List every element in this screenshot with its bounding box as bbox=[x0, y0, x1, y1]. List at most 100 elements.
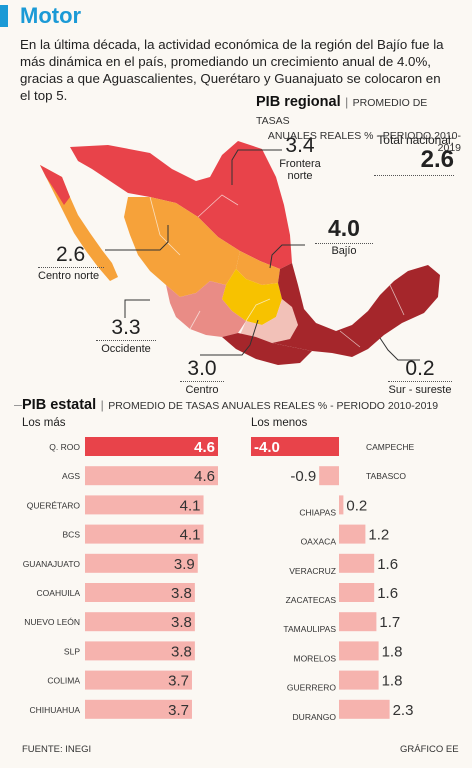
header-accent-bar bbox=[0, 5, 8, 27]
value-label-right-8: 1.8 bbox=[382, 673, 403, 690]
category-label-left-4: GUANAJUATO bbox=[23, 559, 81, 569]
bar-left-0 bbox=[85, 437, 218, 456]
label-frontera-norte: 3.4 Frontera norte bbox=[274, 134, 326, 182]
map-region-durango-east bbox=[236, 251, 280, 285]
right-chart-title: Los menos bbox=[251, 417, 308, 429]
frontera-norte-value: 3.4 bbox=[285, 134, 315, 157]
value-label-left-5: 3.8 bbox=[171, 585, 192, 602]
category-label-left-6: NUEVO LEÓN bbox=[24, 617, 80, 627]
category-label-left-7: SLP bbox=[64, 646, 80, 656]
bajio-label: Bajío bbox=[331, 245, 357, 257]
mexico-map bbox=[40, 141, 440, 365]
national-total: Total nacional: 2.6 bbox=[374, 133, 454, 176]
category-label-left-9: CHIHUAHUA bbox=[29, 705, 80, 715]
regional-subtitle-2: ANUALES REALES % - PERIODO 2010-2019 bbox=[267, 130, 461, 154]
centro-norte-label: Centro norte bbox=[38, 270, 100, 282]
value-label-left-3: 4.1 bbox=[180, 527, 201, 544]
centro-value: 3.0 bbox=[187, 357, 217, 380]
bar-left-1 bbox=[85, 466, 218, 486]
bar-right-3 bbox=[339, 524, 366, 544]
category-label-right-2: CHIAPAS bbox=[299, 507, 336, 517]
bar-right-4 bbox=[339, 553, 375, 573]
value-label-right-2: 0.2 bbox=[346, 497, 367, 514]
occidente-rule bbox=[96, 340, 156, 341]
category-label-right-4: VERACRUZ bbox=[289, 566, 336, 576]
value-label-right-3: 1.2 bbox=[368, 527, 389, 544]
occidente-label: Occidente bbox=[101, 343, 151, 355]
national-total-value: 2.6 bbox=[420, 146, 454, 173]
value-label-right-7: 1.8 bbox=[382, 643, 403, 660]
bar-charts: Q. ROO 4.6 AGS 4.6 QUERÉTARO 4.1 BCS 4.1 GUANAJU… bbox=[23, 437, 415, 722]
title-divider: | bbox=[345, 95, 349, 109]
bar-left-9 bbox=[85, 699, 192, 719]
bar-left-4 bbox=[85, 553, 198, 573]
category-label-left-5: COAHUILA bbox=[37, 588, 81, 598]
label-centro: 3.0 Centro bbox=[180, 357, 224, 396]
category-label-right-0: CAMPECHE bbox=[366, 442, 415, 452]
centro-label: Centro bbox=[185, 384, 219, 396]
map-region-centro-norte bbox=[124, 197, 240, 297]
regional-title: PIB regional bbox=[256, 94, 341, 110]
bar-right-8 bbox=[339, 670, 379, 690]
national-total-rule bbox=[374, 175, 454, 176]
value-label-right-1: -0.9 bbox=[290, 468, 316, 485]
bar-right-0 bbox=[251, 437, 339, 456]
category-label-right-1: TABASCO bbox=[366, 471, 406, 481]
category-label-right-8: GUERRERO bbox=[287, 683, 337, 693]
value-label-right-9: 2.3 bbox=[393, 702, 414, 719]
bar-left-6 bbox=[85, 612, 195, 632]
bar-right-9 bbox=[339, 699, 390, 719]
credit-note: GRÁFICO EE bbox=[400, 744, 459, 755]
map-region-occidente bbox=[166, 281, 246, 337]
bajio-rule bbox=[315, 243, 373, 244]
category-label-left-8: COLIMA bbox=[47, 676, 80, 686]
page-header: Motor bbox=[0, 3, 472, 31]
bar-right-5 bbox=[339, 583, 375, 602]
map-region-frontera-norte bbox=[70, 141, 292, 269]
map-region-guerrero-oaxaca bbox=[222, 333, 312, 365]
map-region-baja-north bbox=[40, 165, 70, 205]
label-bajio: 4.0 Bajío bbox=[312, 215, 376, 257]
category-label-right-7: MORELOS bbox=[293, 653, 336, 663]
regional-title-block: PIB regional | PROMEDIO DE TASAS ANUALES… bbox=[256, 93, 461, 154]
label-sur-sureste: 0.2 Sur - sureste bbox=[388, 357, 452, 396]
estatal-title-block: PIB estatal | PROMEDIO DE TASAS ANUALES … bbox=[22, 396, 466, 414]
sur-sureste-rule bbox=[388, 381, 452, 382]
bajio-value: 4.0 bbox=[328, 215, 360, 241]
bar-right-6 bbox=[339, 612, 377, 632]
value-label-left-2: 4.1 bbox=[180, 497, 201, 514]
value-label-left-9: 3.7 bbox=[168, 702, 189, 719]
intro-text: En la última década, la actividad económ… bbox=[20, 37, 444, 103]
bar-left-2 bbox=[85, 495, 204, 515]
national-total-label: Total nacional: bbox=[377, 133, 454, 147]
occidente-value: 3.3 bbox=[111, 316, 141, 339]
frontera-norte-label-2: norte bbox=[287, 170, 313, 182]
value-label-right-6: 1.7 bbox=[379, 614, 400, 631]
value-label-left-0: 4.6 bbox=[194, 439, 215, 456]
category-label-left-0: Q. ROO bbox=[49, 442, 80, 452]
category-label-left-2: QUERÉTARO bbox=[27, 500, 81, 510]
map-region-sur-sureste bbox=[272, 263, 440, 357]
value-label-left-6: 3.8 bbox=[171, 614, 192, 631]
map-leader-lines bbox=[105, 149, 420, 361]
map-state-lines bbox=[149, 194, 405, 348]
category-label-right-3: OAXACA bbox=[301, 537, 337, 547]
label-occidente: 3.3 Occidente bbox=[96, 316, 156, 355]
value-label-right-5: 1.6 bbox=[377, 585, 398, 602]
sur-sureste-value: 0.2 bbox=[405, 357, 435, 380]
category-label-left-1: AGS bbox=[62, 471, 80, 481]
bar-right-1 bbox=[319, 466, 339, 486]
bar-right-2 bbox=[339, 495, 344, 515]
centro-norte-rule bbox=[38, 267, 104, 268]
sur-sureste-label: Sur - sureste bbox=[388, 384, 452, 396]
estatal-subtitle: PROMEDIO DE TASAS ANUALES REALES % - PER… bbox=[108, 400, 439, 412]
page-title: Motor bbox=[20, 3, 82, 28]
estatal-title-divider: | bbox=[100, 398, 104, 412]
bar-left-7 bbox=[85, 641, 195, 661]
value-label-left-1: 4.6 bbox=[194, 468, 215, 485]
category-label-right-6: TAMAULIPAS bbox=[283, 624, 336, 634]
source-note: FUENTE: INEGI bbox=[22, 744, 92, 755]
label-centro-norte: 2.6 Centro norte bbox=[38, 243, 104, 282]
frontera-norte-label-1: Frontera bbox=[279, 158, 321, 170]
value-label-right-0: -4.0 bbox=[254, 439, 280, 456]
